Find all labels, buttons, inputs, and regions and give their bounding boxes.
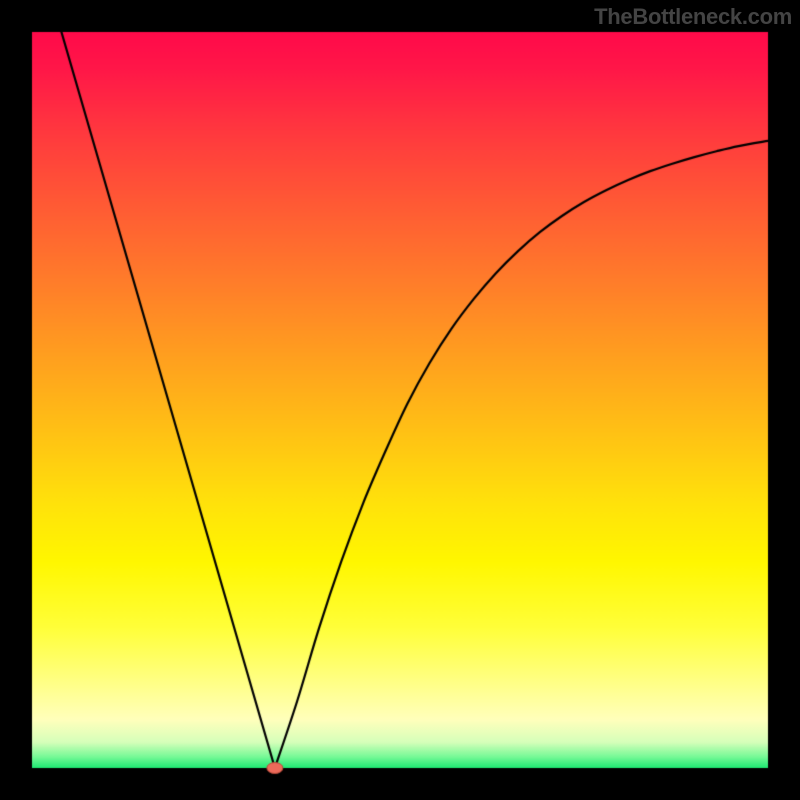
chart-container: TheBottleneck.com — [0, 0, 800, 800]
bottleneck-curve-chart — [0, 0, 800, 800]
attribution-text: TheBottleneck.com — [594, 4, 792, 30]
